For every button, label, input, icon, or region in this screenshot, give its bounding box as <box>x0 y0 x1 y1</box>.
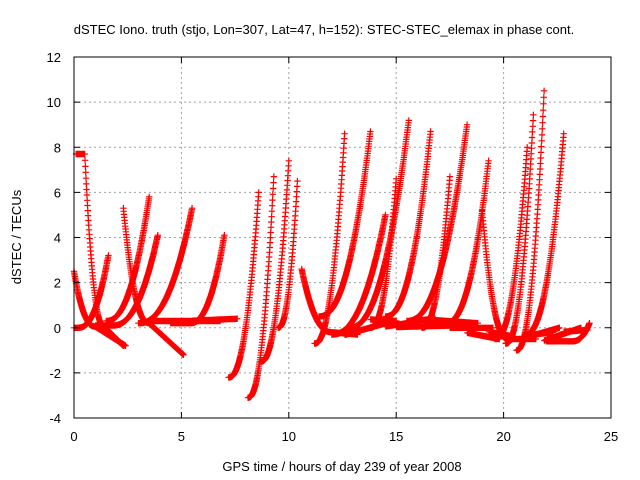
arc-markers <box>543 320 593 345</box>
y-axis-label: dSTEC / TECUs <box>9 189 24 284</box>
arc-markers <box>244 173 277 401</box>
arc-markers <box>257 157 292 365</box>
y-tick-label: 10 <box>47 95 61 110</box>
data-points <box>70 87 593 401</box>
y-tick-label: -2 <box>49 366 61 381</box>
satellite-arc <box>167 232 228 327</box>
satellite-arc <box>418 173 497 331</box>
y-tick-label: 12 <box>47 50 61 65</box>
satellite-arc <box>403 121 503 343</box>
arc-markers <box>403 121 503 343</box>
satellite-arc <box>274 177 301 331</box>
x-tick-label: 20 <box>496 429 510 444</box>
y-tick-label: 6 <box>54 185 61 200</box>
arc-markers <box>274 177 301 331</box>
grid-lines <box>74 57 611 418</box>
arc-markers <box>502 111 563 347</box>
satellite-arc <box>521 130 591 338</box>
y-tick-label: 8 <box>54 140 61 155</box>
satellite-arc <box>502 111 563 347</box>
satellite-arc <box>328 211 411 338</box>
arc-markers <box>418 173 497 331</box>
x-tick-label: 15 <box>389 429 403 444</box>
satellite-arc <box>257 157 292 365</box>
x-tick-label: 5 <box>178 429 185 444</box>
satellite-arc <box>543 320 593 345</box>
arc-markers <box>167 232 228 327</box>
x-tick-label: 0 <box>70 429 77 444</box>
x-tick-label: 10 <box>282 429 296 444</box>
chart-title: dSTEC Iono. truth (stjo, Lon=307, Lat=47… <box>74 22 574 37</box>
y-tick-label: 4 <box>54 231 61 246</box>
x-tick-label: 25 <box>604 429 618 444</box>
satellite-arc <box>244 173 277 401</box>
satellite-arc <box>72 150 127 349</box>
x-axis-label: GPS time / hours of day 239 of year 2008 <box>222 459 461 474</box>
y-tick-label: 0 <box>54 321 61 336</box>
arc-markers <box>225 189 262 381</box>
y-tick-label: 2 <box>54 276 61 291</box>
y-tick-label: -4 <box>49 411 61 426</box>
arc-markers <box>328 211 411 338</box>
axis-ticks: 0 5 10 15 20 25 -4 -2 0 2 4 6 8 10 12 <box>47 50 619 444</box>
satellite-arc <box>225 189 262 381</box>
arc-markers <box>521 130 591 338</box>
arc-markers <box>72 150 127 349</box>
